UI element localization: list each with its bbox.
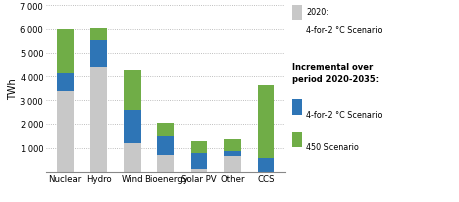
Bar xyxy=(257,85,274,159)
Text: 2020:: 2020: xyxy=(305,8,328,17)
Bar xyxy=(224,140,241,152)
Bar xyxy=(190,169,207,172)
Bar xyxy=(57,91,73,172)
Text: 4-for-2 °C Scenario: 4-for-2 °C Scenario xyxy=(305,26,381,35)
Bar xyxy=(224,152,241,156)
Bar xyxy=(90,28,107,40)
Bar xyxy=(157,155,174,172)
Bar xyxy=(190,153,207,169)
Bar xyxy=(123,143,140,172)
Text: 450 Scenario: 450 Scenario xyxy=(305,142,358,151)
Bar xyxy=(123,71,140,110)
Bar xyxy=(224,156,241,172)
Bar xyxy=(57,30,73,74)
Bar xyxy=(157,123,174,136)
Bar xyxy=(90,40,107,68)
Bar xyxy=(90,68,107,172)
Bar xyxy=(123,110,140,143)
Bar xyxy=(257,159,274,172)
Bar xyxy=(190,141,207,153)
Text: 4-for-2 °C Scenario: 4-for-2 °C Scenario xyxy=(305,110,381,119)
Y-axis label: TWh: TWh xyxy=(8,78,17,100)
Bar xyxy=(157,136,174,155)
Bar xyxy=(57,74,73,91)
Text: Incremental over
period 2020-2035:: Incremental over period 2020-2035: xyxy=(291,63,378,83)
